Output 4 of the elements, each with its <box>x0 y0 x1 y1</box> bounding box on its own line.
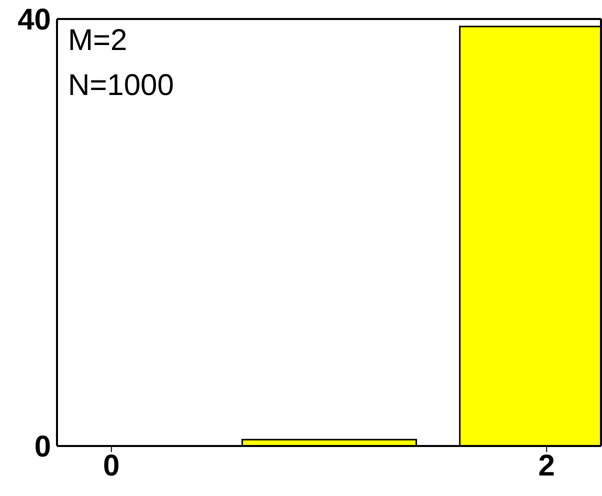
y-tick-label: 40 <box>18 4 51 37</box>
annotation: M=2 <box>68 24 128 58</box>
annotation: N=1000 <box>68 69 174 103</box>
x-tick-label: 2 <box>538 449 555 482</box>
